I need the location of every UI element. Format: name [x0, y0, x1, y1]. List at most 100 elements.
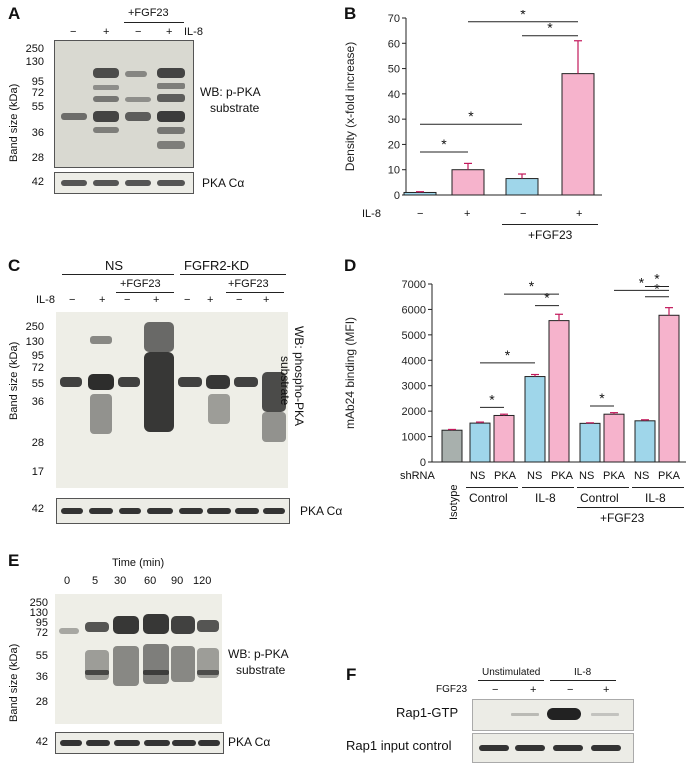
f-fgf23-label: FGF23 — [436, 684, 468, 695]
c-sign: + — [153, 294, 160, 306]
d-fgf23-line — [577, 507, 684, 508]
bar — [579, 422, 601, 463]
e-time: 90 — [171, 575, 184, 587]
significance-star: * — [544, 290, 550, 306]
significance-star: * — [441, 136, 447, 152]
d-bar-label: PKA — [603, 470, 626, 482]
c-sign: − — [124, 294, 131, 306]
b-sign-3: − — [520, 208, 527, 220]
a-control-label: PKA Cα — [202, 176, 245, 190]
y-tick-label: 20 — [388, 139, 400, 151]
a-sign-2: + — [103, 26, 110, 38]
d-bar-label: NS — [470, 470, 486, 482]
panel-label-b: B — [344, 4, 357, 23]
y-tick-label: 3000 — [402, 381, 426, 393]
f-il8-line — [550, 680, 616, 681]
panel-label-a: A — [8, 4, 21, 23]
d-bar-label: PKA — [551, 470, 574, 482]
d-group-line — [632, 487, 684, 488]
e-marker: 130 — [29, 607, 48, 619]
b-il8-label: IL-8 — [362, 208, 381, 220]
significance-star: * — [529, 278, 535, 294]
a-blot-bands — [55, 41, 193, 167]
c-ns-line — [62, 274, 174, 275]
e-marker: 250 — [29, 597, 48, 609]
c-marker: 55 — [31, 378, 44, 390]
d-bar-label: NS — [634, 470, 650, 482]
c-marker: 72 — [31, 362, 44, 374]
y-tick-label: 2000 — [402, 406, 426, 418]
a-blot-image — [54, 40, 194, 168]
a-wb-label-2: substrate — [210, 101, 260, 115]
d-group-label: IL-8 — [535, 491, 556, 505]
e-marker: 28 — [35, 696, 48, 708]
c-marker: 28 — [31, 437, 44, 449]
e-wb-label-2: substrate — [236, 663, 286, 677]
a-fgf23-label: +FGF23 — [128, 7, 169, 19]
e-blot-image — [55, 594, 222, 724]
c-fgf23-line — [116, 292, 174, 293]
c-control-marker: 42 — [31, 503, 44, 515]
e-time-title: Time (min) — [112, 557, 165, 569]
bar — [441, 429, 463, 463]
y-tick-label: 4000 — [402, 355, 426, 367]
a-control-blot — [54, 172, 194, 194]
c-sign: + — [207, 294, 214, 306]
f-row2-label: Rap1 input control — [346, 738, 452, 753]
c-sign: − — [69, 294, 76, 306]
a-sign-1: − — [70, 26, 77, 38]
e-time: 120 — [193, 575, 212, 587]
c-wb-label-2: substrate — [278, 356, 292, 406]
c-control-blot — [56, 498, 290, 524]
f-sign: − — [492, 684, 499, 696]
significance-star: * — [547, 20, 553, 36]
y-tick-label: 10 — [388, 165, 400, 177]
c-marker: 17 — [31, 466, 44, 478]
bar — [524, 376, 546, 463]
chart-d: 0 1000 2000 3000 4000 5000 6000 7000 mAb24 bindi… — [343, 271, 686, 469]
y-axis-title: Density (x-fold increase) — [343, 42, 357, 171]
significance-star: * — [639, 274, 645, 290]
y-tick-label: 0 — [394, 190, 400, 202]
a-marker: 250 — [25, 43, 44, 55]
b-sign-2: + — [464, 208, 471, 220]
d-bar-label: NS — [527, 470, 543, 482]
b-fgf23-line — [502, 224, 598, 225]
e-control-label: PKA Cα — [228, 735, 271, 749]
y-tick-label: 30 — [388, 114, 400, 126]
y-tick-label: 70 — [388, 13, 400, 25]
c-fgf23-label: +FGF23 — [120, 278, 161, 290]
f-row1-blot — [472, 699, 634, 731]
bar — [493, 414, 515, 463]
d-group-line — [577, 487, 629, 488]
bar — [505, 178, 539, 196]
c-wb-label: WB: phospho-PKA — [292, 326, 306, 427]
c-sign: + — [99, 294, 106, 306]
bar — [548, 320, 570, 463]
c-marker: 95 — [31, 350, 44, 362]
y-tick-label: 7000 — [402, 279, 426, 291]
b-sign-4: + — [576, 208, 583, 220]
significance-star: * — [654, 281, 660, 297]
d-group-line — [466, 487, 518, 488]
y-tick-label: 40 — [388, 89, 400, 101]
e-time: 0 — [64, 575, 71, 587]
d-group-label: Control — [469, 491, 508, 505]
y-tick-label: 6000 — [402, 304, 426, 316]
significance-star: * — [520, 10, 526, 22]
a-fgf23-line — [124, 22, 184, 23]
bar — [603, 413, 625, 463]
f-sign: + — [603, 684, 610, 696]
f-row1-label: Rap1-GTP — [396, 705, 459, 720]
bar — [634, 420, 656, 463]
a-marker: 72 — [31, 87, 44, 99]
b-fgf23-label: +FGF23 — [528, 228, 573, 242]
d-group-label: IL-8 — [645, 491, 666, 505]
a-marker: 95 — [31, 76, 44, 88]
d-bar-label: PKA — [658, 470, 681, 482]
d-shrna-label: shRNA — [400, 470, 435, 482]
e-time: 60 — [144, 575, 157, 587]
f-il8-label: IL-8 — [574, 667, 592, 678]
c-sign: + — [263, 294, 270, 306]
y-tick-label: 1000 — [402, 432, 426, 444]
